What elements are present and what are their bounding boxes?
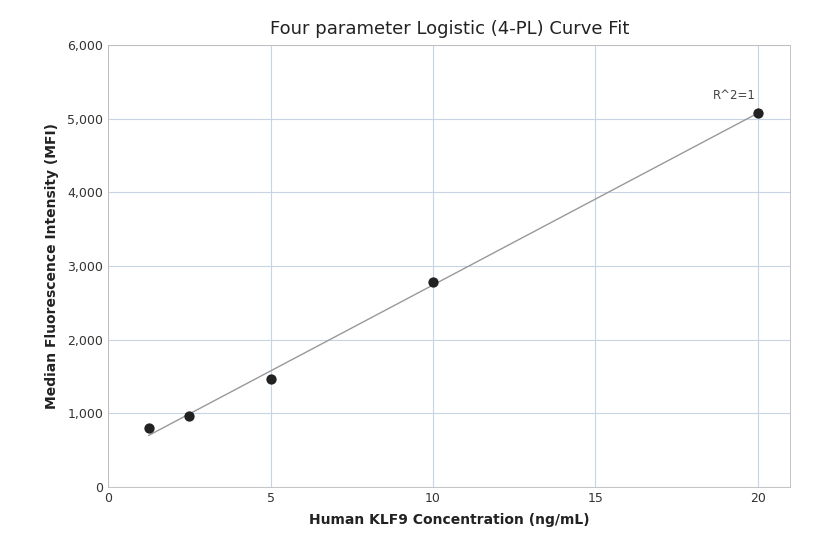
Title: Four parameter Logistic (4-PL) Curve Fit: Four parameter Logistic (4-PL) Curve Fit: [270, 20, 629, 38]
Y-axis label: Median Fluorescence Intensity (MFI): Median Fluorescence Intensity (MFI): [45, 123, 59, 409]
X-axis label: Human KLF9 Concentration (ng/mL): Human KLF9 Concentration (ng/mL): [309, 514, 590, 528]
Point: [142, 424, 156, 433]
Point: [751, 108, 765, 117]
Point: [183, 412, 196, 421]
Text: R^2=1: R^2=1: [712, 88, 755, 101]
Point: [264, 374, 277, 383]
Point: [426, 278, 439, 287]
